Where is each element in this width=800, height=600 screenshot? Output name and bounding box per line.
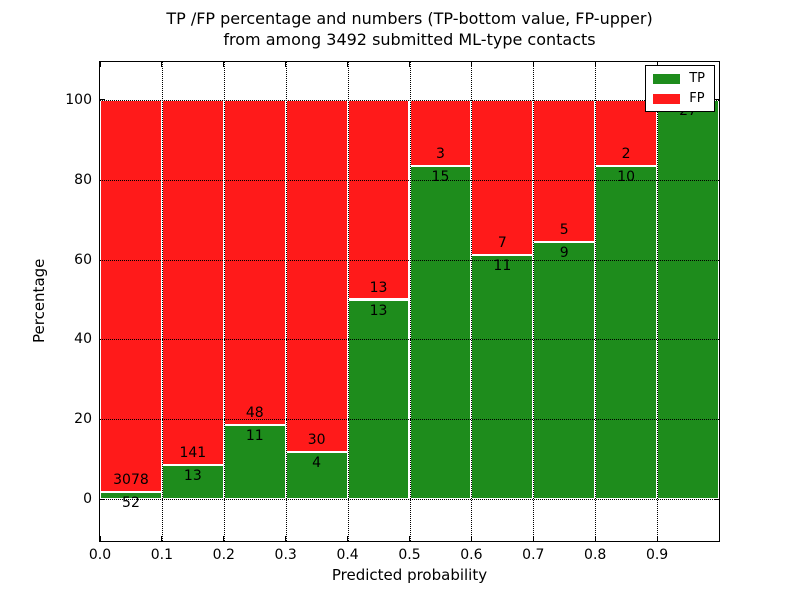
bar-tp-segment bbox=[409, 166, 472, 500]
x-tick-label: 0.9 bbox=[645, 547, 669, 563]
bar-tp-segment bbox=[471, 255, 534, 500]
bar-fp-segment bbox=[347, 99, 410, 300]
v-gridline bbox=[409, 62, 411, 541]
fp-count-label: 5 bbox=[559, 222, 569, 239]
bar-tp-segment bbox=[595, 166, 658, 500]
bar-tp-segment bbox=[223, 424, 286, 500]
bar-fp-segment bbox=[533, 99, 596, 243]
bar-fp-segment bbox=[161, 99, 224, 466]
bar-tp-segment bbox=[657, 99, 719, 500]
tp-count-label: 15 bbox=[431, 169, 450, 186]
tp-swatch-icon bbox=[653, 73, 681, 84]
v-gridline bbox=[347, 62, 349, 541]
h-gridline bbox=[100, 259, 719, 261]
x-tick-label: 0.8 bbox=[584, 547, 607, 563]
x-tick-label: 0.2 bbox=[212, 547, 235, 563]
y-tick-label: 100 bbox=[65, 91, 92, 108]
x-tick-label: 0.6 bbox=[460, 547, 483, 563]
chart-title-line2: from among 3492 submitted ML-type contac… bbox=[223, 30, 596, 49]
y-axis-label: Percentage bbox=[30, 258, 48, 343]
y-tick-label: 0 bbox=[83, 491, 92, 508]
bar-tp-segment bbox=[100, 492, 162, 500]
v-gridline bbox=[595, 62, 597, 541]
tp-count-label: 13 bbox=[183, 468, 202, 485]
x-tick-label: 0.1 bbox=[150, 547, 174, 563]
tp-count-label: 4 bbox=[312, 455, 322, 472]
chart-title-line1: TP /FP percentage and numbers (TP-bottom… bbox=[166, 9, 653, 28]
fp-count-label: 3 bbox=[435, 146, 445, 163]
y-tick-label: 40 bbox=[74, 331, 92, 348]
x-tick-mark bbox=[99, 62, 101, 67]
v-gridline bbox=[285, 62, 287, 541]
fp-count-label: 3078 bbox=[113, 472, 149, 489]
fp-count-label: 48 bbox=[245, 404, 264, 421]
h-gridline bbox=[100, 499, 719, 501]
legend-label: TP bbox=[689, 71, 705, 86]
h-gridline bbox=[100, 419, 719, 421]
tp-count-label: 9 bbox=[559, 245, 569, 262]
x-tick-label: 0.4 bbox=[336, 547, 359, 563]
bar-tp-segment bbox=[533, 242, 596, 500]
bar-fp-segment bbox=[223, 99, 286, 425]
legend-item-tp: TP bbox=[653, 71, 705, 86]
y-tick-label: 60 bbox=[74, 251, 92, 268]
x-tick-label: 0.5 bbox=[398, 547, 421, 563]
v-gridline bbox=[533, 62, 535, 541]
chart-title: TP /FP percentage and numbers (TP-bottom… bbox=[100, 8, 719, 50]
x-tick-label: 0.7 bbox=[522, 547, 545, 563]
tp-count-label: 11 bbox=[493, 258, 512, 275]
v-gridline bbox=[223, 62, 225, 541]
y-tick-label: 20 bbox=[74, 411, 92, 428]
x-tick-mark bbox=[718, 62, 720, 67]
tp-count-label: 11 bbox=[245, 427, 264, 444]
tp-count-label: 13 bbox=[369, 302, 388, 319]
fp-count-label: 7 bbox=[497, 235, 507, 252]
v-gridline bbox=[657, 62, 659, 541]
bar-tp-segment bbox=[347, 299, 410, 500]
bar-fp-segment bbox=[285, 99, 348, 453]
fp-count-label: 2 bbox=[621, 146, 631, 163]
h-gridline bbox=[100, 179, 719, 181]
h-gridline bbox=[100, 339, 719, 341]
fp-count-label: 141 bbox=[179, 445, 207, 462]
legend: TP FP bbox=[645, 65, 715, 112]
bar-fp-segment bbox=[471, 99, 534, 256]
x-tick-label: 0.3 bbox=[274, 547, 297, 563]
x-tick-mark bbox=[718, 536, 720, 541]
y-tick-label: 80 bbox=[74, 171, 92, 188]
h-gridline bbox=[100, 99, 719, 101]
tp-count-label: 10 bbox=[617, 169, 636, 186]
x-tick-label: 0.0 bbox=[88, 547, 112, 563]
bar-fp-segment bbox=[100, 99, 162, 493]
x-tick-mark bbox=[99, 536, 101, 541]
v-gridline bbox=[471, 62, 473, 541]
legend-item-fp: FP bbox=[653, 91, 705, 106]
x-axis-label: Predicted probability bbox=[331, 566, 488, 584]
fp-count-label: 30 bbox=[307, 432, 326, 449]
bar-tp-segment bbox=[285, 452, 348, 500]
v-gridline bbox=[161, 62, 163, 541]
fp-count-label: 13 bbox=[369, 279, 388, 296]
fp-swatch-icon bbox=[653, 93, 681, 104]
legend-label: FP bbox=[689, 91, 705, 106]
tp-count-label: 52 bbox=[122, 495, 140, 512]
